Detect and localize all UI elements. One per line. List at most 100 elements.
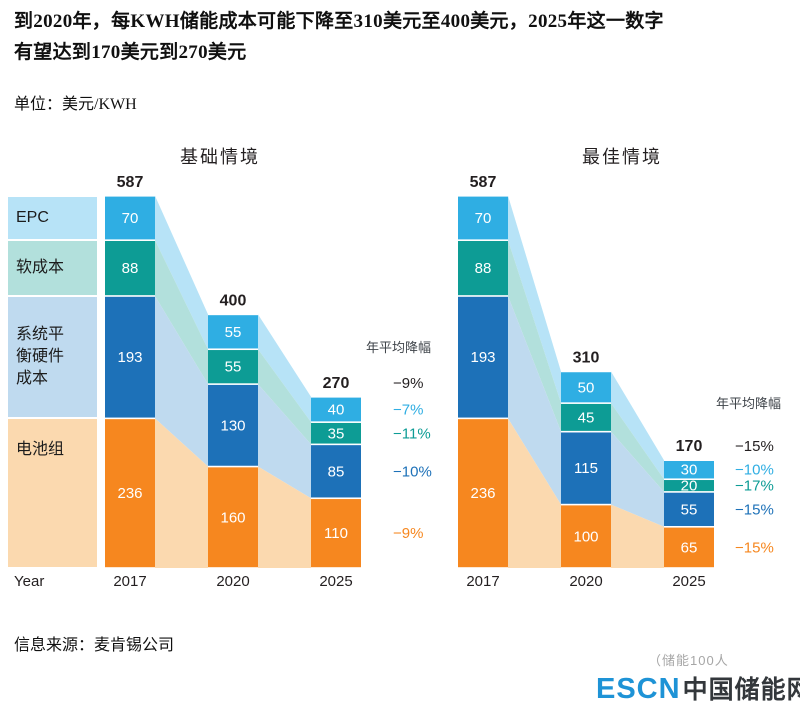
flow-band: [258, 466, 311, 568]
bar-segment: [311, 397, 361, 422]
flow-band: [155, 295, 208, 467]
flow-band: [258, 314, 311, 423]
panel-title: 基础情境: [180, 147, 260, 167]
total-value: 400: [220, 292, 247, 309]
panel-title: 最佳情境: [582, 147, 662, 167]
segment-value: 30: [681, 462, 698, 479]
bar-segment: [105, 419, 155, 568]
bar-segment: [458, 296, 508, 418]
bar-segment: [458, 419, 508, 568]
segment-value: 35: [328, 425, 345, 442]
segment-value: 236: [470, 485, 495, 502]
bar-segment: [208, 384, 258, 466]
bar-segment: [664, 461, 714, 479]
segment-value: 193: [117, 349, 142, 366]
segment-value: 115: [574, 460, 598, 477]
flow-band: [258, 349, 311, 445]
bar-segment: [208, 350, 258, 384]
category-label-0: EPC: [8, 196, 97, 240]
bar-segment: [458, 196, 508, 240]
category-label-1: 软成本: [8, 241, 97, 295]
total-value: 170: [676, 438, 703, 455]
year-label: 2017: [466, 573, 499, 590]
segment-value: 88: [475, 260, 492, 277]
flow-band: [611, 504, 664, 568]
segment-decline: −17%: [735, 478, 774, 495]
segment-value: 70: [122, 210, 139, 227]
year-label: 2025: [672, 573, 705, 590]
year-label: 2025: [319, 573, 352, 590]
segment-value: 20: [681, 478, 698, 495]
flow-band: [258, 384, 311, 499]
bar-segment: [561, 505, 611, 568]
total-value: 587: [470, 174, 497, 191]
bar-segment: [311, 422, 361, 444]
category-label-text: 系统平衡硬件成本: [16, 326, 65, 388]
chart-panel-1: 最佳情境 70 88 193 236 587 2017 50 45 115 100 310 2020 30…: [458, 147, 781, 590]
bar-segment: [561, 432, 611, 504]
flow-band: [611, 403, 664, 492]
segment-value: 70: [475, 210, 492, 227]
segment-value: 40: [328, 401, 345, 418]
category-label-2: 系统平衡硬件成本: [8, 296, 97, 418]
source-label: 信息来源：麦肯锡公司: [14, 637, 175, 654]
category-label-3: 电池组: [8, 419, 97, 567]
bar-segment: [458, 240, 508, 296]
segment-value: 110: [324, 525, 348, 542]
year-label: 2020: [216, 573, 249, 590]
total-value: 587: [117, 174, 144, 191]
segment-value: 55: [681, 501, 698, 518]
flow-band: [155, 195, 208, 350]
bar-segment: [664, 492, 714, 526]
flow-band: [508, 195, 561, 404]
segment-decline: −15%: [735, 539, 774, 556]
segment-decline: −15%: [735, 501, 774, 518]
flow-band: [155, 418, 208, 568]
segment-decline: −9%: [393, 525, 423, 542]
headline-line1: 到2020年，每KWH储能成本可能下降至310美元至400美元，2025年这一数…: [14, 11, 664, 32]
chart-panel-0: 基础情境 70 88 193 236 587 2017 55 55 130 160 400 2020 40…: [105, 147, 432, 590]
decline-header: 年平均降幅: [366, 340, 431, 355]
flow-band: [611, 431, 664, 527]
year-axis-label: Year: [14, 573, 44, 590]
segment-decline: −11%: [393, 425, 431, 442]
bar-segment: [208, 315, 258, 349]
bar-segment: [664, 527, 714, 568]
headline: 到2020年，每KWH储能成本可能下降至310美元至400美元，2025年这一数…: [14, 6, 664, 68]
bar-segment: [105, 196, 155, 240]
year-label: 2020: [569, 573, 602, 590]
flow-band: [155, 240, 208, 385]
segment-value: 55: [225, 359, 242, 376]
flow-band: [508, 240, 561, 432]
bar-segment: [311, 499, 361, 568]
year-label: 2017: [113, 573, 146, 590]
category-label-text: 软成本: [16, 259, 65, 277]
segment-value: 88: [122, 260, 139, 277]
watermark-text: （储能100人: [648, 653, 729, 668]
unit-label: 单位：美元/KWH: [14, 96, 137, 113]
total-value: 310: [573, 349, 600, 366]
segment-value: 85: [328, 463, 345, 480]
segment-value: 50: [578, 379, 595, 396]
total-decline: −15%: [735, 438, 774, 455]
bar-segment: [561, 403, 611, 431]
flow-band: [508, 418, 561, 568]
segment-value: 160: [220, 509, 245, 526]
decline-header: 年平均降幅: [716, 396, 781, 411]
flow-band: [508, 295, 561, 505]
segment-value: 45: [578, 409, 595, 426]
category-label-text: 电池组: [16, 441, 65, 459]
bar-segment: [311, 445, 361, 498]
logo-escn-text: ESCN: [596, 673, 681, 705]
bar-segment: [105, 240, 155, 296]
category-label-text: EPC: [16, 208, 49, 226]
segment-value: 236: [117, 485, 142, 502]
segment-value: 65: [681, 539, 698, 556]
segment-decline: −10%: [735, 462, 774, 479]
logo-site-text: 中国储能网: [682, 676, 800, 704]
flow-band: [611, 371, 664, 480]
segment-value: 130: [220, 417, 245, 434]
total-decline: −9%: [393, 375, 423, 392]
